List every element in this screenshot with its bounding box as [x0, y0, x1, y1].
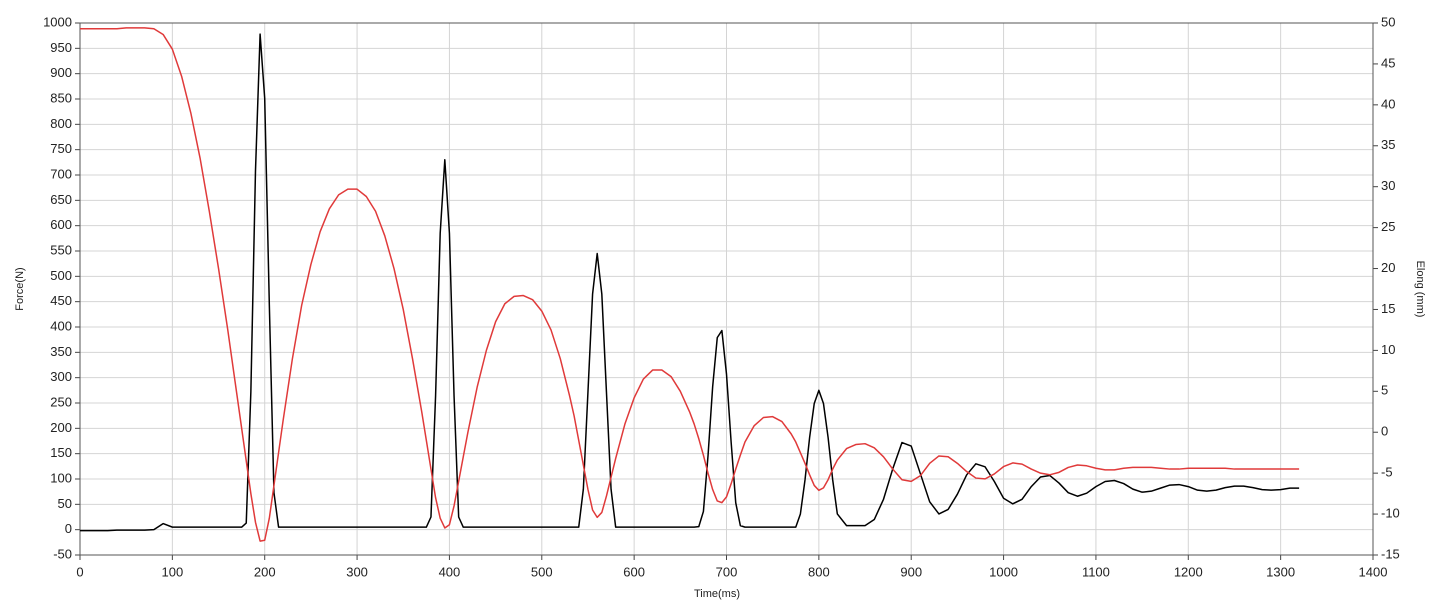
y-tick-label: 600 [50, 217, 72, 232]
y-tick-label: 50 [58, 496, 72, 511]
y-axis-title: Force(N) [14, 267, 26, 310]
x-tick-label: 200 [254, 564, 276, 579]
y-tick-label: 0 [65, 521, 72, 536]
x-tick-label: 300 [346, 564, 368, 579]
y2-tick-label: 15 [1381, 301, 1395, 316]
y2-tick-label: -5 [1381, 465, 1393, 480]
y2-tick-label: 35 [1381, 137, 1395, 152]
y2-tick-label: 0 [1381, 424, 1388, 439]
y2-tick-label: -15 [1381, 546, 1400, 561]
x-tick-label: 500 [531, 564, 553, 579]
x-tick-label: 1200 [1174, 564, 1203, 579]
x-axis-title: Time(ms) [694, 588, 740, 600]
y-tick-label: 550 [50, 242, 72, 257]
y2-tick-label: 20 [1381, 260, 1395, 275]
x-tick-label: 0 [76, 564, 83, 579]
y2-tick-label: 45 [1381, 55, 1395, 70]
x-tick-label: 700 [716, 564, 738, 579]
y-tick-label: 350 [50, 344, 72, 359]
x-tick-label: 1100 [1082, 564, 1110, 579]
x-tick-label: 1400 [1359, 564, 1388, 579]
y-tick-label: 200 [50, 420, 72, 435]
x-tick-label: 1300 [1266, 564, 1295, 579]
y2-tick-label: 40 [1381, 96, 1395, 111]
y2-tick-label: -10 [1381, 506, 1400, 521]
y-tick-label: 750 [50, 141, 72, 156]
data-line [80, 27, 1300, 542]
x-tick-label: 400 [439, 564, 461, 579]
y-tick-label: 650 [50, 192, 72, 207]
y-tick-label: 400 [50, 318, 72, 333]
y2-tick-label: 10 [1381, 342, 1395, 357]
x-tick-label: 900 [900, 564, 922, 579]
x-tick-label: 100 [162, 564, 184, 579]
y-tick-label: 850 [50, 90, 72, 105]
data-line [80, 33, 1300, 532]
y-tick-label: 150 [50, 445, 72, 460]
y2-axis-title: Elong (mm) [1414, 261, 1426, 318]
x-tick-label: 1000 [989, 564, 1018, 579]
y-tick-label: 1000 [43, 14, 72, 29]
y2-tick-label: 50 [1381, 14, 1395, 29]
y-tick-label: 950 [50, 40, 72, 55]
y-tick-label: 300 [50, 369, 72, 384]
x-tick-label: 600 [623, 564, 645, 579]
y2-tick-label: 25 [1381, 219, 1395, 234]
y-tick-label: -50 [53, 546, 72, 561]
y-tick-label: 800 [50, 116, 72, 131]
y2-tick-label: 5 [1381, 383, 1388, 398]
y-tick-label: 100 [50, 470, 72, 485]
y-tick-label: 700 [50, 166, 72, 181]
y-tick-label: 500 [50, 268, 72, 283]
x-tick-label: 800 [808, 564, 830, 579]
y-tick-label: 450 [50, 293, 72, 308]
y2-tick-label: 30 [1381, 178, 1395, 193]
plot-border [79, 22, 1374, 556]
y-tick-label: 900 [50, 65, 72, 80]
y-tick-label: 250 [50, 394, 72, 409]
